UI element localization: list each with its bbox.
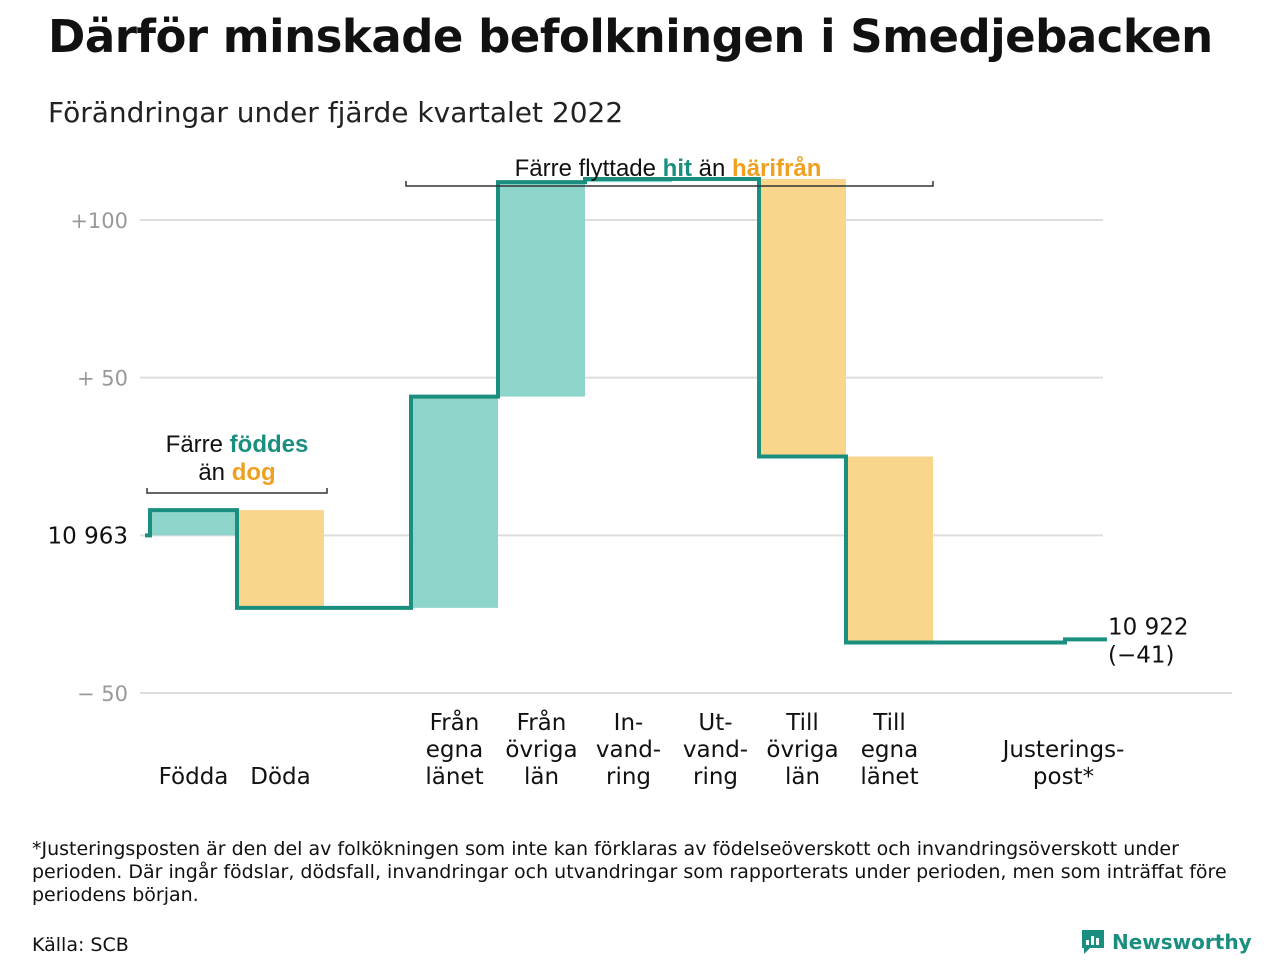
waterfall-bar <box>498 182 585 397</box>
category-label: ring <box>606 764 651 790</box>
category-label: post* <box>1033 764 1094 790</box>
category-label: Justerings- <box>1001 737 1125 763</box>
brand-name: Newsworthy <box>1112 930 1252 954</box>
y-tick-label: − 50 <box>77 682 128 706</box>
category-label: övriga <box>766 737 838 763</box>
category-label: vand- <box>683 737 748 763</box>
category-label: länet <box>425 764 483 790</box>
waterfall-bar <box>150 510 237 536</box>
category-label: övriga <box>505 737 577 763</box>
category-label: egna <box>426 737 483 763</box>
waterfall-bar <box>846 456 933 643</box>
category-label: Döda <box>250 764 310 790</box>
waterfall-bar <box>411 396 498 608</box>
category-label: Från <box>430 708 480 736</box>
category-label: Till <box>785 710 819 736</box>
annotation-migration: Färre flyttade hit än härifrån <box>515 155 822 182</box>
category-label: ring <box>693 764 738 790</box>
category-label: länet <box>860 764 918 790</box>
category-label: Födda <box>159 764 229 790</box>
category-label: län <box>785 764 820 790</box>
category-label: In- <box>614 710 644 736</box>
waterfall-bar <box>237 510 324 608</box>
category-label: Från <box>517 708 567 736</box>
source-label: Källa: SCB <box>32 934 129 956</box>
end-value-label: 10 922 <box>1108 614 1188 640</box>
footnote: *Justeringsposten är den del av folkökni… <box>32 838 1227 906</box>
annotation-bracket <box>405 181 934 187</box>
category-label: vand- <box>596 737 661 763</box>
annotation-bracket <box>146 488 328 494</box>
category-label: Till <box>872 710 906 736</box>
annotation-births-deaths: Färre föddes <box>166 431 309 458</box>
annotation-births-deaths-line2: än dog <box>198 459 275 486</box>
category-label: egna <box>861 737 918 763</box>
category-label: Ut- <box>698 710 732 736</box>
end-change-label: (−41) <box>1108 642 1174 668</box>
category-label: län <box>524 764 559 790</box>
y-tick-label: +100 <box>70 209 128 233</box>
newsworthy-logo-icon <box>1082 930 1104 954</box>
chart-title: Därför minskade befolkningen i Smedjebac… <box>48 10 1213 63</box>
brand-logo: Newsworthy <box>1080 928 1252 956</box>
y-tick-label: + 50 <box>77 367 128 391</box>
waterfall-line <box>145 177 1107 645</box>
start-value-label: 10 963 <box>48 523 128 549</box>
waterfall-bar <box>759 179 846 457</box>
chart-subtitle: Förändringar under fjärde kvartalet 2022 <box>48 96 624 129</box>
